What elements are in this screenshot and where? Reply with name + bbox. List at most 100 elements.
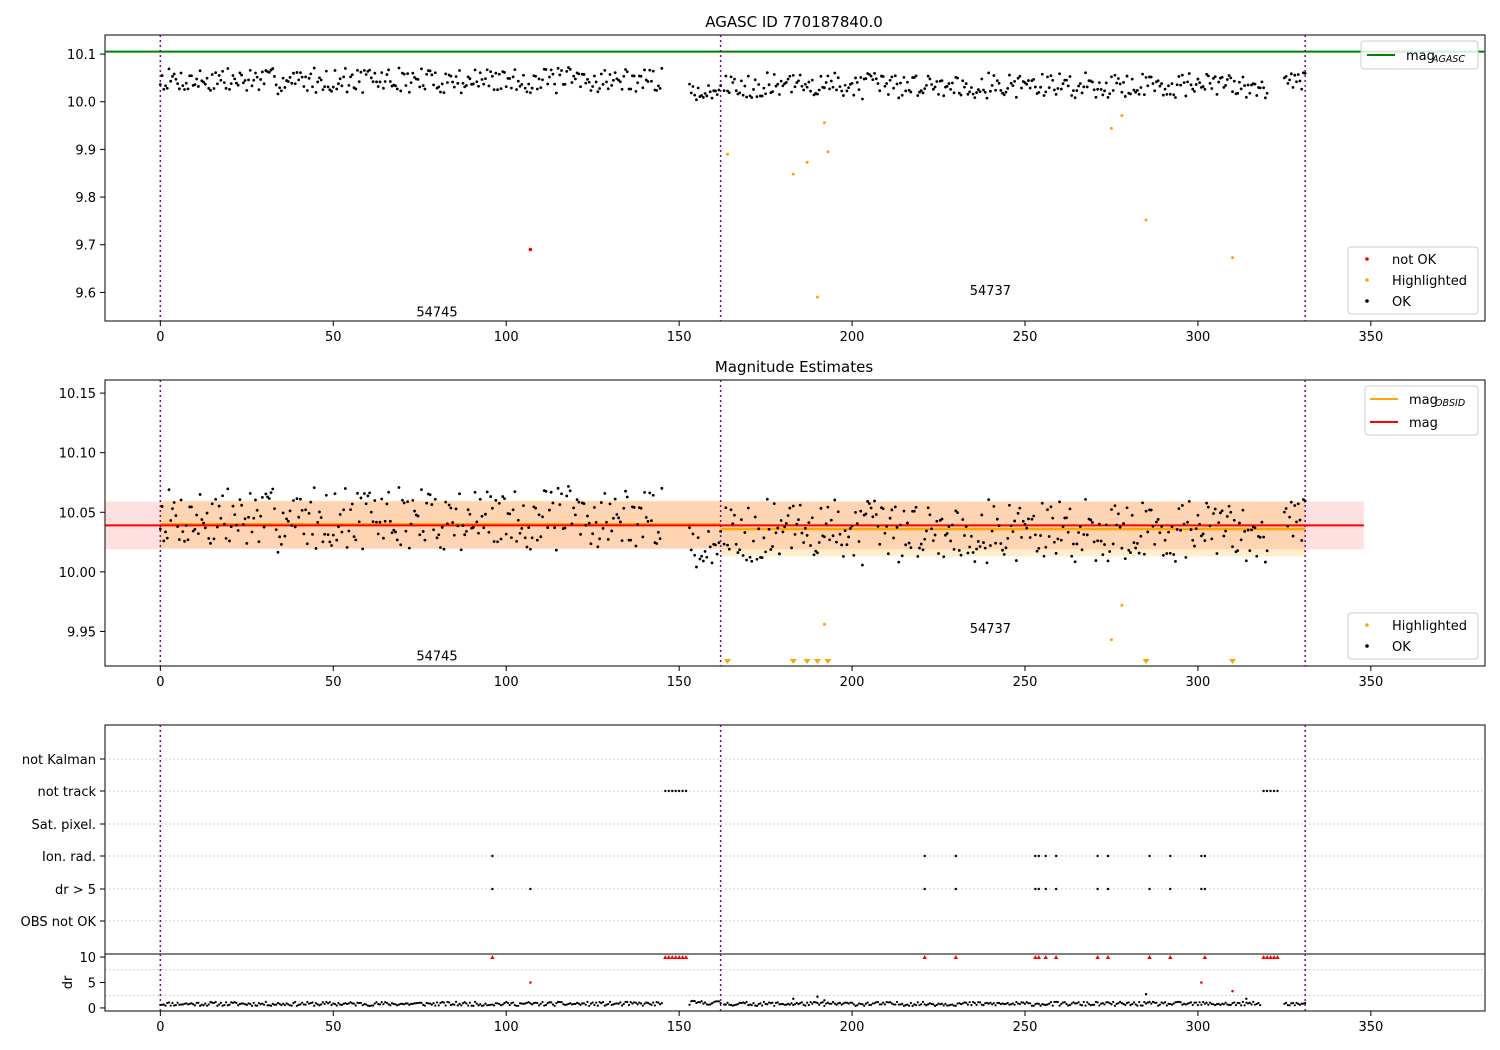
dr-point xyxy=(655,1001,658,1004)
dr-point xyxy=(731,1004,734,1007)
ok-point xyxy=(544,68,548,71)
ok-point xyxy=(354,87,358,91)
ok-point xyxy=(546,526,550,530)
flag-row-label: Ion. rad. xyxy=(42,850,96,865)
ok-point xyxy=(183,539,186,543)
dr-point xyxy=(1302,1002,1305,1005)
ok-point xyxy=(352,535,356,539)
ok-point xyxy=(305,542,309,546)
dr-point xyxy=(792,1003,795,1007)
dr-point xyxy=(989,1001,992,1004)
dr-point xyxy=(173,1004,176,1007)
dr-point xyxy=(774,1001,778,1005)
ok-point xyxy=(755,95,759,99)
dr-point xyxy=(499,1004,503,1007)
ok-point xyxy=(1177,75,1181,78)
flag-point xyxy=(1200,854,1203,858)
x-tick-label: 200 xyxy=(840,1020,865,1035)
ok-point xyxy=(1051,78,1055,82)
ok-point xyxy=(1021,519,1025,523)
ok-point xyxy=(950,81,954,85)
ok-point xyxy=(529,547,532,551)
highlighted-point xyxy=(1231,256,1235,260)
ok-point xyxy=(290,524,294,527)
ok-point xyxy=(817,88,821,92)
ok-point xyxy=(833,498,837,502)
ok-point xyxy=(963,85,966,89)
dr-point xyxy=(397,1003,401,1006)
ok-point xyxy=(895,526,899,529)
dr-point xyxy=(347,1002,350,1005)
ok-point xyxy=(1194,83,1198,86)
ok-point xyxy=(385,73,389,76)
ok-point xyxy=(248,492,252,495)
highlighted-point xyxy=(726,152,730,156)
ok-point xyxy=(1075,89,1079,92)
ok-point xyxy=(383,80,387,83)
ok-point xyxy=(650,79,653,83)
flag-row-label: OBS not OK xyxy=(21,915,97,930)
dr-point xyxy=(169,1004,172,1007)
ok-point xyxy=(594,80,598,84)
dr-point xyxy=(489,1003,492,1006)
ok-point xyxy=(513,68,517,72)
ok-point xyxy=(893,505,897,509)
legend-label: OK xyxy=(1392,640,1411,655)
dr-point xyxy=(510,1002,513,1005)
ok-point xyxy=(857,540,861,543)
agasc-panel: AGASC ID 770187840.0 0 50 100 150 200 250 300 3… xyxy=(67,13,1486,345)
ok-point xyxy=(861,97,864,101)
dr-point xyxy=(745,1000,748,1004)
ok-point xyxy=(394,84,397,88)
ok-point xyxy=(1172,93,1176,97)
ok-point xyxy=(181,84,185,88)
ok-point xyxy=(1260,80,1264,84)
ok-point xyxy=(788,506,792,510)
ok-point xyxy=(456,81,460,85)
ok-point xyxy=(471,82,475,86)
legend-box xyxy=(1360,40,1479,70)
ok-point xyxy=(1191,87,1195,91)
dr-point xyxy=(264,1000,267,1003)
dr-point xyxy=(932,1003,935,1006)
dr-point xyxy=(1065,1002,1068,1006)
ok-point xyxy=(1052,540,1056,544)
ok-point xyxy=(1248,91,1252,95)
ok-point xyxy=(714,543,717,547)
dr-point xyxy=(1082,1000,1085,1004)
ok-point xyxy=(160,74,164,77)
dr-point xyxy=(506,1001,510,1005)
dr-point xyxy=(1196,1003,1200,1007)
dr-clipped-marker xyxy=(1268,955,1273,960)
dr-point xyxy=(529,1002,532,1005)
ok-point xyxy=(1092,88,1096,92)
dr-point xyxy=(937,1002,940,1005)
ok-point xyxy=(899,523,902,527)
ok-point xyxy=(541,78,544,82)
dr-point xyxy=(954,1004,957,1007)
dr-point xyxy=(869,1003,873,1006)
dr-point xyxy=(634,1001,638,1004)
ok-point xyxy=(842,94,845,97)
ok-point xyxy=(235,523,238,527)
ok-point xyxy=(577,72,581,76)
ok-point xyxy=(549,68,553,72)
dr-point xyxy=(1231,1002,1234,1005)
dr-point xyxy=(844,1001,847,1004)
ok-point xyxy=(356,68,359,72)
ok-point xyxy=(874,513,878,516)
ok-point xyxy=(1020,536,1023,539)
ok-point xyxy=(774,84,778,88)
ok-point xyxy=(262,82,266,86)
highlighted-point xyxy=(1109,638,1113,642)
dr-point xyxy=(325,1000,328,1004)
ok-point xyxy=(293,82,297,86)
ok-point xyxy=(1161,553,1165,557)
ok-point xyxy=(314,547,318,550)
dr-point xyxy=(556,1000,560,1003)
dr-point xyxy=(833,1002,836,1005)
ok-point xyxy=(980,77,984,81)
dr-point xyxy=(797,1003,800,1006)
ok-point xyxy=(368,68,371,72)
ok-point xyxy=(1224,529,1228,533)
